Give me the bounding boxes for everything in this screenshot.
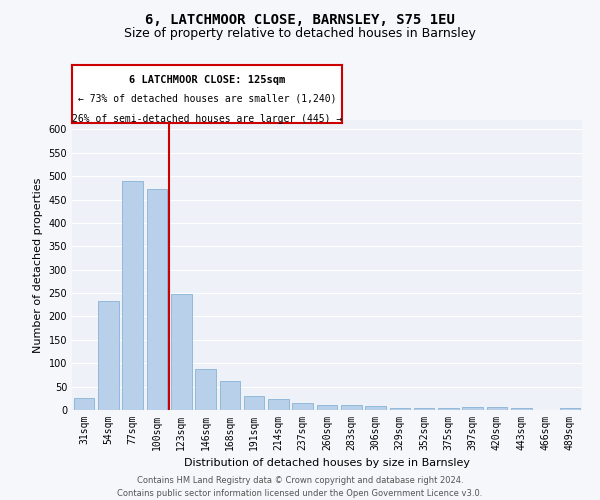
Bar [341,406,362,410]
Bar [438,408,459,410]
Y-axis label: Number of detached properties: Number of detached properties [33,178,43,352]
Bar [74,398,94,410]
Bar [171,294,191,410]
Bar [122,181,143,410]
Bar [195,369,216,410]
Bar [98,302,119,410]
Bar [511,408,532,410]
Bar [365,406,386,410]
Text: ← 73% of detached houses are smaller (1,240): ← 73% of detached houses are smaller (1,… [78,94,336,104]
Bar [292,404,313,410]
Text: Contains HM Land Registry data © Crown copyright and database right 2024.
Contai: Contains HM Land Registry data © Crown c… [118,476,482,498]
Bar [244,396,265,410]
Text: 6, LATCHMOOR CLOSE, BARNSLEY, S75 1EU: 6, LATCHMOOR CLOSE, BARNSLEY, S75 1EU [145,12,455,26]
Bar [463,407,483,410]
Bar [317,405,337,410]
Bar [268,399,289,410]
Text: 6 LATCHMOOR CLOSE: 125sqm: 6 LATCHMOOR CLOSE: 125sqm [129,76,285,86]
Bar [560,408,580,410]
Bar [487,407,508,410]
Bar [414,408,434,410]
Bar [220,380,240,410]
Text: Size of property relative to detached houses in Barnsley: Size of property relative to detached ho… [124,28,476,40]
X-axis label: Distribution of detached houses by size in Barnsley: Distribution of detached houses by size … [184,458,470,468]
Bar [146,189,167,410]
Text: 26% of semi-detached houses are larger (445) →: 26% of semi-detached houses are larger (… [72,114,342,124]
Bar [389,408,410,410]
